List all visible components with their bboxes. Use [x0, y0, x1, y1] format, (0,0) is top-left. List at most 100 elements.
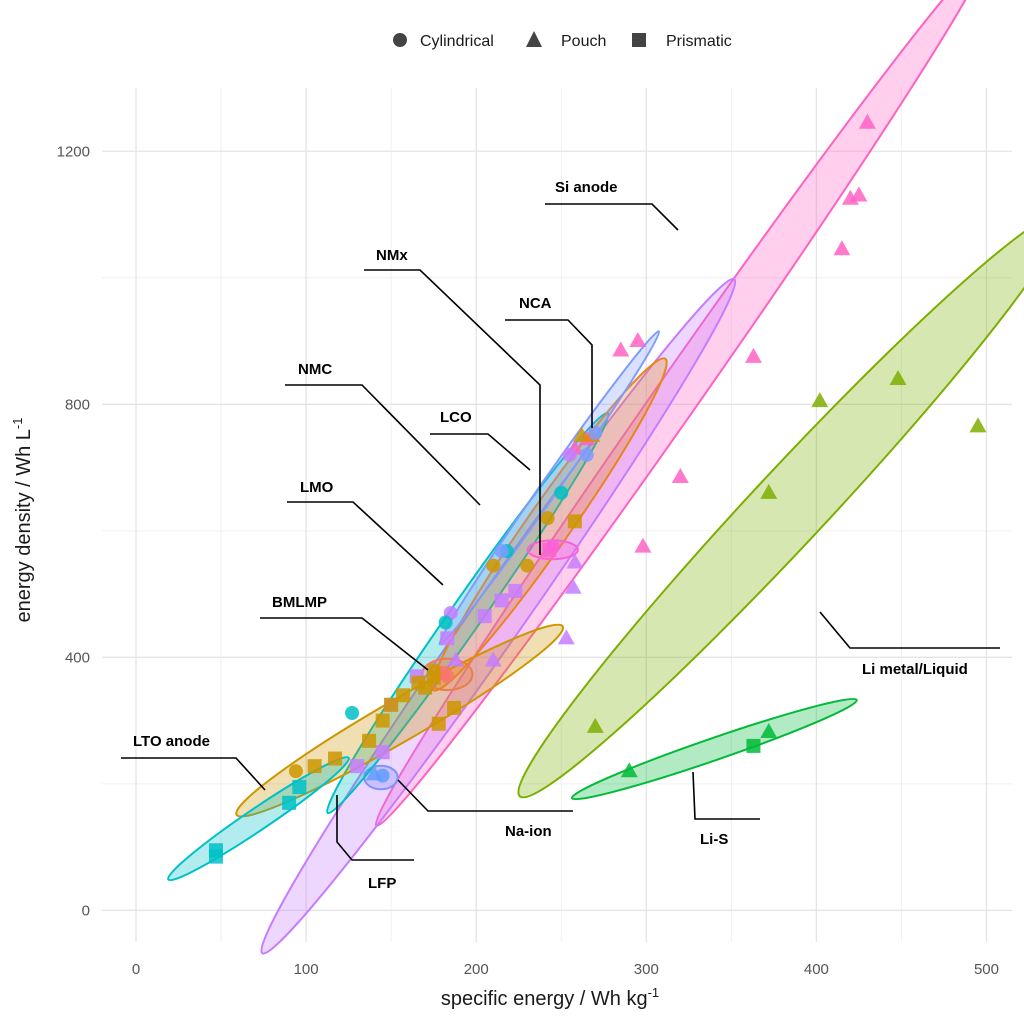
- leader-line-lto-anode: [121, 757, 266, 791]
- leader-line-lfp: [336, 795, 414, 861]
- legend-label-pouch: Pouch: [561, 33, 606, 50]
- point-nmc: [375, 713, 390, 728]
- label-bmlmp: BMLMP: [272, 594, 327, 611]
- point-nmc: [520, 558, 535, 573]
- label-li-metal-liquid: Li metal/Liquid: [862, 661, 968, 678]
- leader-line-lmo: [287, 501, 444, 586]
- label-nca: NCA: [519, 295, 552, 312]
- legend-square-icon: [632, 33, 646, 47]
- point-li-s: [620, 762, 638, 778]
- point-lmo: [345, 706, 360, 721]
- point-si-anode: [629, 332, 647, 348]
- x-tick-label: 500: [974, 961, 999, 978]
- point-si-anode: [744, 347, 762, 363]
- point-nmc: [431, 716, 446, 731]
- group-ellipses: [167, 0, 1024, 955]
- point-nca: [588, 425, 603, 440]
- point-nca: [494, 544, 509, 559]
- point-lfp: [350, 759, 365, 774]
- y-tick-label: 1200: [57, 143, 90, 160]
- point-si-anode: [858, 113, 876, 129]
- point-nmc: [486, 558, 501, 573]
- point-lfp: [562, 447, 577, 462]
- leader-line-li-s: [692, 771, 760, 820]
- point-li-metal-liquid: [586, 717, 604, 733]
- label-lto-anode: LTO anode: [133, 733, 210, 750]
- leader-line-bmlmp: [260, 617, 429, 671]
- point-si-anode: [612, 341, 630, 357]
- point-nca: [579, 447, 594, 462]
- label-lco: LCO: [440, 409, 472, 426]
- point-nmc: [384, 697, 399, 712]
- point-na-ion: [365, 765, 383, 781]
- x-tick-label: 300: [634, 961, 659, 978]
- point-lto-anode: [292, 780, 307, 795]
- point-li-s: [746, 738, 761, 753]
- point-nmc: [540, 511, 555, 526]
- point-si-anode: [841, 189, 859, 205]
- label-nmc: NMC: [298, 361, 332, 378]
- point-nmc: [567, 514, 582, 529]
- point-si-anode: [634, 537, 652, 553]
- y-tick-label: 400: [65, 649, 90, 666]
- point-lmo: [438, 615, 453, 630]
- ellipse-li-metal-liquid: [517, 212, 1024, 799]
- label-na-ion: Na-ion: [505, 823, 552, 840]
- data-points: [208, 113, 987, 864]
- x-tick-label: 0: [132, 961, 140, 978]
- y-axis-title-sup: -1: [10, 418, 25, 430]
- point-nmx: [545, 539, 560, 554]
- point-lfp: [477, 609, 492, 624]
- point-lto-anode: [282, 795, 297, 810]
- label-lfp: LFP: [368, 875, 396, 892]
- point-lfp: [508, 583, 523, 598]
- point-lfp: [557, 629, 575, 645]
- point-lfp: [484, 651, 502, 667]
- point-li-metal-liquid: [760, 483, 778, 499]
- label-nmx: NMx: [376, 247, 408, 264]
- leader-line-si-anode: [545, 203, 679, 231]
- y-tick-label: 800: [65, 396, 90, 413]
- point-si-anode: [833, 240, 851, 256]
- legend-label-cylindrical: Cylindrical: [420, 33, 494, 50]
- grid: [102, 88, 1012, 942]
- point-li-s: [760, 722, 778, 738]
- point-bmlmp: [440, 669, 455, 684]
- point-nmc: [288, 764, 303, 779]
- axis-ticks: 0 100 200 300 400 500 0 400 800 1200: [57, 143, 999, 978]
- point-nmc: [447, 700, 462, 715]
- legend-label-prismatic: Prismatic: [666, 33, 732, 50]
- point-lto-anode: [208, 843, 223, 858]
- point-lfp: [440, 631, 455, 646]
- point-nmc: [411, 675, 426, 690]
- x-axis-title: specific energy / Wh kg-1: [441, 985, 659, 1010]
- point-lmo: [554, 485, 569, 500]
- leader-line-nca: [505, 319, 593, 428]
- leader-line-na-ion: [397, 779, 573, 812]
- legend-circle-icon: [393, 33, 407, 47]
- leader-line-nmc: [285, 384, 481, 506]
- x-tick-label: 400: [804, 961, 829, 978]
- legend-triangle-icon: [526, 31, 542, 47]
- y-axis-title: energy density / Wh L-1: [10, 418, 35, 623]
- ellipse-li-s: [570, 697, 858, 801]
- point-li-metal-liquid: [889, 369, 907, 385]
- point-nmc: [328, 751, 343, 766]
- point-lfp: [566, 553, 584, 569]
- point-nmc: [307, 759, 322, 774]
- point-lfp: [375, 745, 390, 760]
- leader-line-li-metal-liquid: [819, 611, 1000, 649]
- x-axis-title-sup: -1: [648, 985, 660, 1000]
- point-nmc: [396, 688, 411, 703]
- point-lfp: [447, 651, 465, 667]
- point-lfp: [564, 578, 582, 594]
- x-axis-title-main: specific energy / Wh kg: [441, 988, 648, 1010]
- y-axis-title-main: energy density / Wh L: [13, 429, 35, 622]
- point-li-metal-liquid: [811, 392, 829, 408]
- x-tick-label: 100: [294, 961, 319, 978]
- group-labels: Si anode Li metal/Liquid Li-S Na-ion LFP LMO B…: [121, 179, 1000, 892]
- label-lmo: LMO: [300, 479, 334, 496]
- point-nmc: [426, 662, 441, 677]
- point-si-anode: [671, 468, 689, 484]
- leader-line-nmx: [364, 269, 541, 555]
